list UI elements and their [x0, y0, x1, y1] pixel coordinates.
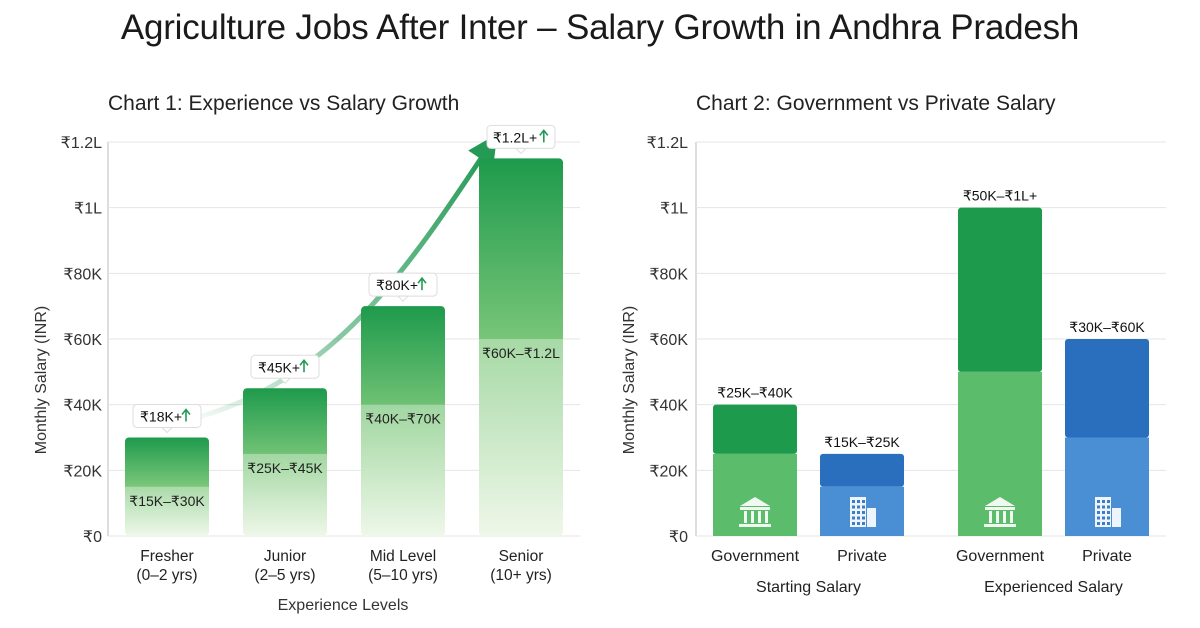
bar-top-value-label: ₹1.2L+ — [493, 129, 537, 145]
bar-top-callout: ₹1.2L+ — [486, 124, 556, 155]
bar-value-label: ₹30K–₹60K — [1069, 319, 1145, 335]
bar-range-label: ₹60K–₹1.2L — [482, 345, 560, 361]
chart2-y-tick-label: ₹20K — [649, 463, 688, 480]
bar-private-upper — [820, 453, 904, 487]
chart2-y-tick-label: ₹1.2L — [647, 135, 688, 152]
chart2-y-tick-label: ₹0 — [669, 529, 688, 546]
bar-fresher — [125, 437, 209, 536]
chart1-y-axis-label: Monthly Salary (INR) — [33, 306, 50, 454]
x-category-sublabel: (0–2 yrs) — [136, 567, 197, 584]
chart2-y-tick-label: ₹80K — [649, 266, 688, 283]
chart1-y-tick-label: ₹40K — [63, 398, 102, 415]
x-category-label: Fresher — [140, 548, 193, 565]
bar-senior — [479, 158, 563, 536]
government-building-icon — [984, 497, 1016, 527]
bar-mid-level — [361, 306, 445, 536]
chart1-y-tick-label: ₹1.2L — [61, 135, 102, 152]
chart2-y-axis-label: Monthly Salary (INR) — [621, 306, 638, 454]
bar-top-value-label: ₹80K+ — [376, 277, 418, 293]
callout-pointer — [278, 377, 292, 384]
bar-lower-range-band — [479, 339, 563, 536]
chart1-y-tick-label: ₹80K — [63, 266, 102, 283]
page-title: Agriculture Jobs After Inter – Salary Gr… — [120, 8, 1080, 47]
bar-private-upper — [1065, 339, 1149, 438]
chart1-y-tick-label: ₹0 — [83, 529, 102, 546]
growth-trend-arrow — [194, 133, 498, 420]
government-building-icon — [739, 497, 771, 527]
bar-top-callout: ₹18K+ — [132, 404, 202, 434]
bar-value-label: ₹15K–₹25K — [824, 434, 900, 450]
bar-junior — [243, 388, 327, 536]
bar-lower-range-band — [125, 486, 209, 536]
chart2-y-tick-label: ₹1L — [660, 201, 688, 218]
bar-top-callout: ₹45K+ — [250, 354, 320, 384]
bar-range-label: ₹40K–₹70K — [365, 411, 441, 427]
bar-top-value-label: ₹45K+ — [258, 359, 300, 375]
chart2-title: Chart 2: Government vs Private Salary — [696, 92, 1056, 115]
x-category-label: Senior — [499, 548, 544, 565]
x-category-label: Junior — [264, 548, 306, 565]
bar-range-label: ₹25K–₹45K — [247, 460, 323, 476]
chart1-y-tick-label: ₹60K — [63, 332, 102, 349]
bar-top-callout: ₹80K+ — [368, 272, 438, 302]
x-category-sublabel: (2–5 yrs) — [254, 567, 315, 584]
bar-government-upper — [713, 404, 797, 454]
x-sector-label: Private — [837, 548, 887, 565]
office-building-icon — [1095, 497, 1121, 527]
x-category-label: Mid Level — [370, 548, 436, 565]
chart1-title: Chart 1: Experience vs Salary Growth — [108, 92, 459, 115]
callout-pointer — [514, 147, 528, 155]
up-arrow-icon — [539, 129, 549, 143]
bar-value-label: ₹50K–₹1L+ — [963, 188, 1037, 204]
x-sector-label: Government — [956, 548, 1045, 565]
callout-pointer — [160, 427, 174, 434]
chart-government-vs-private: Chart 2: Government vs Private Salary Mo… — [621, 92, 1166, 596]
bar-government-lower — [713, 453, 797, 536]
callout-pointer — [396, 295, 410, 302]
bar-government-upper — [958, 207, 1042, 372]
bar-lower-range-band — [361, 404, 445, 536]
up-arrow-icon — [181, 408, 191, 422]
bar-top-value-label: ₹18K+ — [140, 409, 182, 425]
x-sector-label: Government — [711, 548, 800, 565]
chart1-x-axis-label: Experience Levels — [278, 597, 409, 614]
chart2-y-tick-label: ₹60K — [649, 332, 688, 349]
chart1-y-tick-label: ₹1L — [74, 201, 102, 218]
bar-value-label: ₹25K–₹40K — [717, 385, 793, 401]
x-group-label: Starting Salary — [756, 579, 861, 596]
x-group-label: Experienced Salary — [984, 579, 1123, 596]
x-category-sublabel: (5–10 yrs) — [368, 567, 438, 584]
bar-lower-range-band — [243, 453, 327, 536]
office-building-icon — [850, 497, 876, 527]
x-sector-label: Private — [1082, 548, 1132, 565]
chart-experience-vs-salary: Chart 1: Experience vs Salary Growth Mon… — [33, 92, 580, 614]
bar-range-label: ₹15K–₹30K — [129, 493, 205, 509]
chart2-y-tick-label: ₹40K — [649, 398, 688, 415]
up-arrow-icon — [417, 276, 427, 291]
up-arrow-icon — [299, 358, 309, 373]
chart1-y-tick-label: ₹20K — [63, 463, 102, 480]
bar-government-lower — [958, 371, 1042, 536]
x-category-sublabel: (10+ yrs) — [490, 567, 552, 584]
